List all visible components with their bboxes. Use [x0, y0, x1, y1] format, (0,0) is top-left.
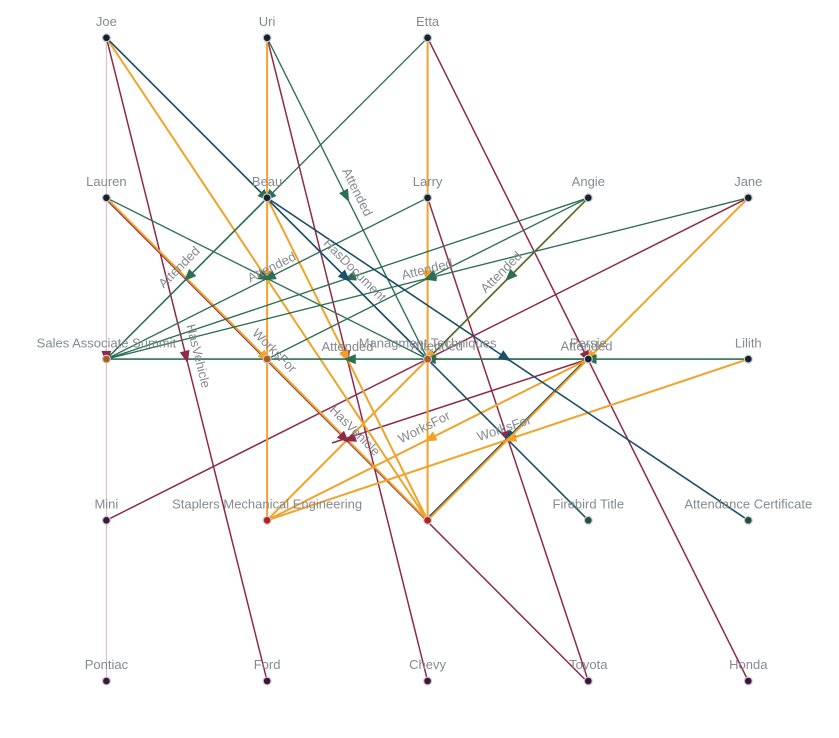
svg-text:Larry: Larry	[413, 174, 443, 189]
svg-text:Uri: Uri	[259, 14, 276, 29]
svg-text:Attended: Attended	[560, 339, 612, 354]
svg-text:Sales Associate Summit: Sales Associate Summit	[37, 335, 177, 350]
svg-text:Attendance Certificate: Attendance Certificate	[684, 497, 812, 512]
svg-text:Pontiac: Pontiac	[85, 657, 129, 672]
svg-text:Mini: Mini	[94, 497, 118, 512]
svg-text:Lilith: Lilith	[735, 335, 762, 350]
svg-text:Joe: Joe	[96, 14, 117, 29]
svg-text:Lauren: Lauren	[86, 174, 126, 189]
svg-text:Ford: Ford	[254, 657, 281, 672]
svg-text:Toyota: Toyota	[569, 657, 608, 672]
svg-text:Firebird Title: Firebird Title	[553, 497, 625, 512]
svg-text:Attended: Attended	[411, 339, 463, 354]
svg-text:Chevy: Chevy	[409, 657, 446, 672]
svg-text:Beau: Beau	[252, 174, 282, 189]
svg-text:Angie: Angie	[572, 174, 605, 189]
svg-text:Jane: Jane	[734, 174, 762, 189]
svg-text:Attended: Attended	[321, 339, 373, 354]
svg-text:Persie: Persie	[570, 335, 607, 350]
svg-text:Honda: Honda	[729, 657, 768, 672]
svg-text:Managment Techniques: Managment Techniques	[359, 335, 497, 350]
svg-text:Staplers Mechanical Engineerin: Staplers Mechanical Engineering	[172, 497, 362, 512]
svg-text:Etta: Etta	[416, 14, 440, 29]
